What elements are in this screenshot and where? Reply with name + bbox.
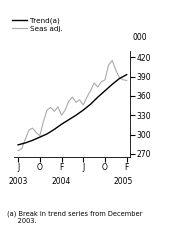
Text: 000: 000 — [133, 33, 147, 42]
Text: 2005: 2005 — [113, 176, 133, 185]
Text: (a) Break in trend series from December
     2003.: (a) Break in trend series from December … — [7, 211, 143, 224]
Text: 2003: 2003 — [8, 176, 28, 185]
Text: 2004: 2004 — [52, 176, 71, 185]
Legend: Trend(a), Seas adj.: Trend(a), Seas adj. — [12, 17, 63, 32]
